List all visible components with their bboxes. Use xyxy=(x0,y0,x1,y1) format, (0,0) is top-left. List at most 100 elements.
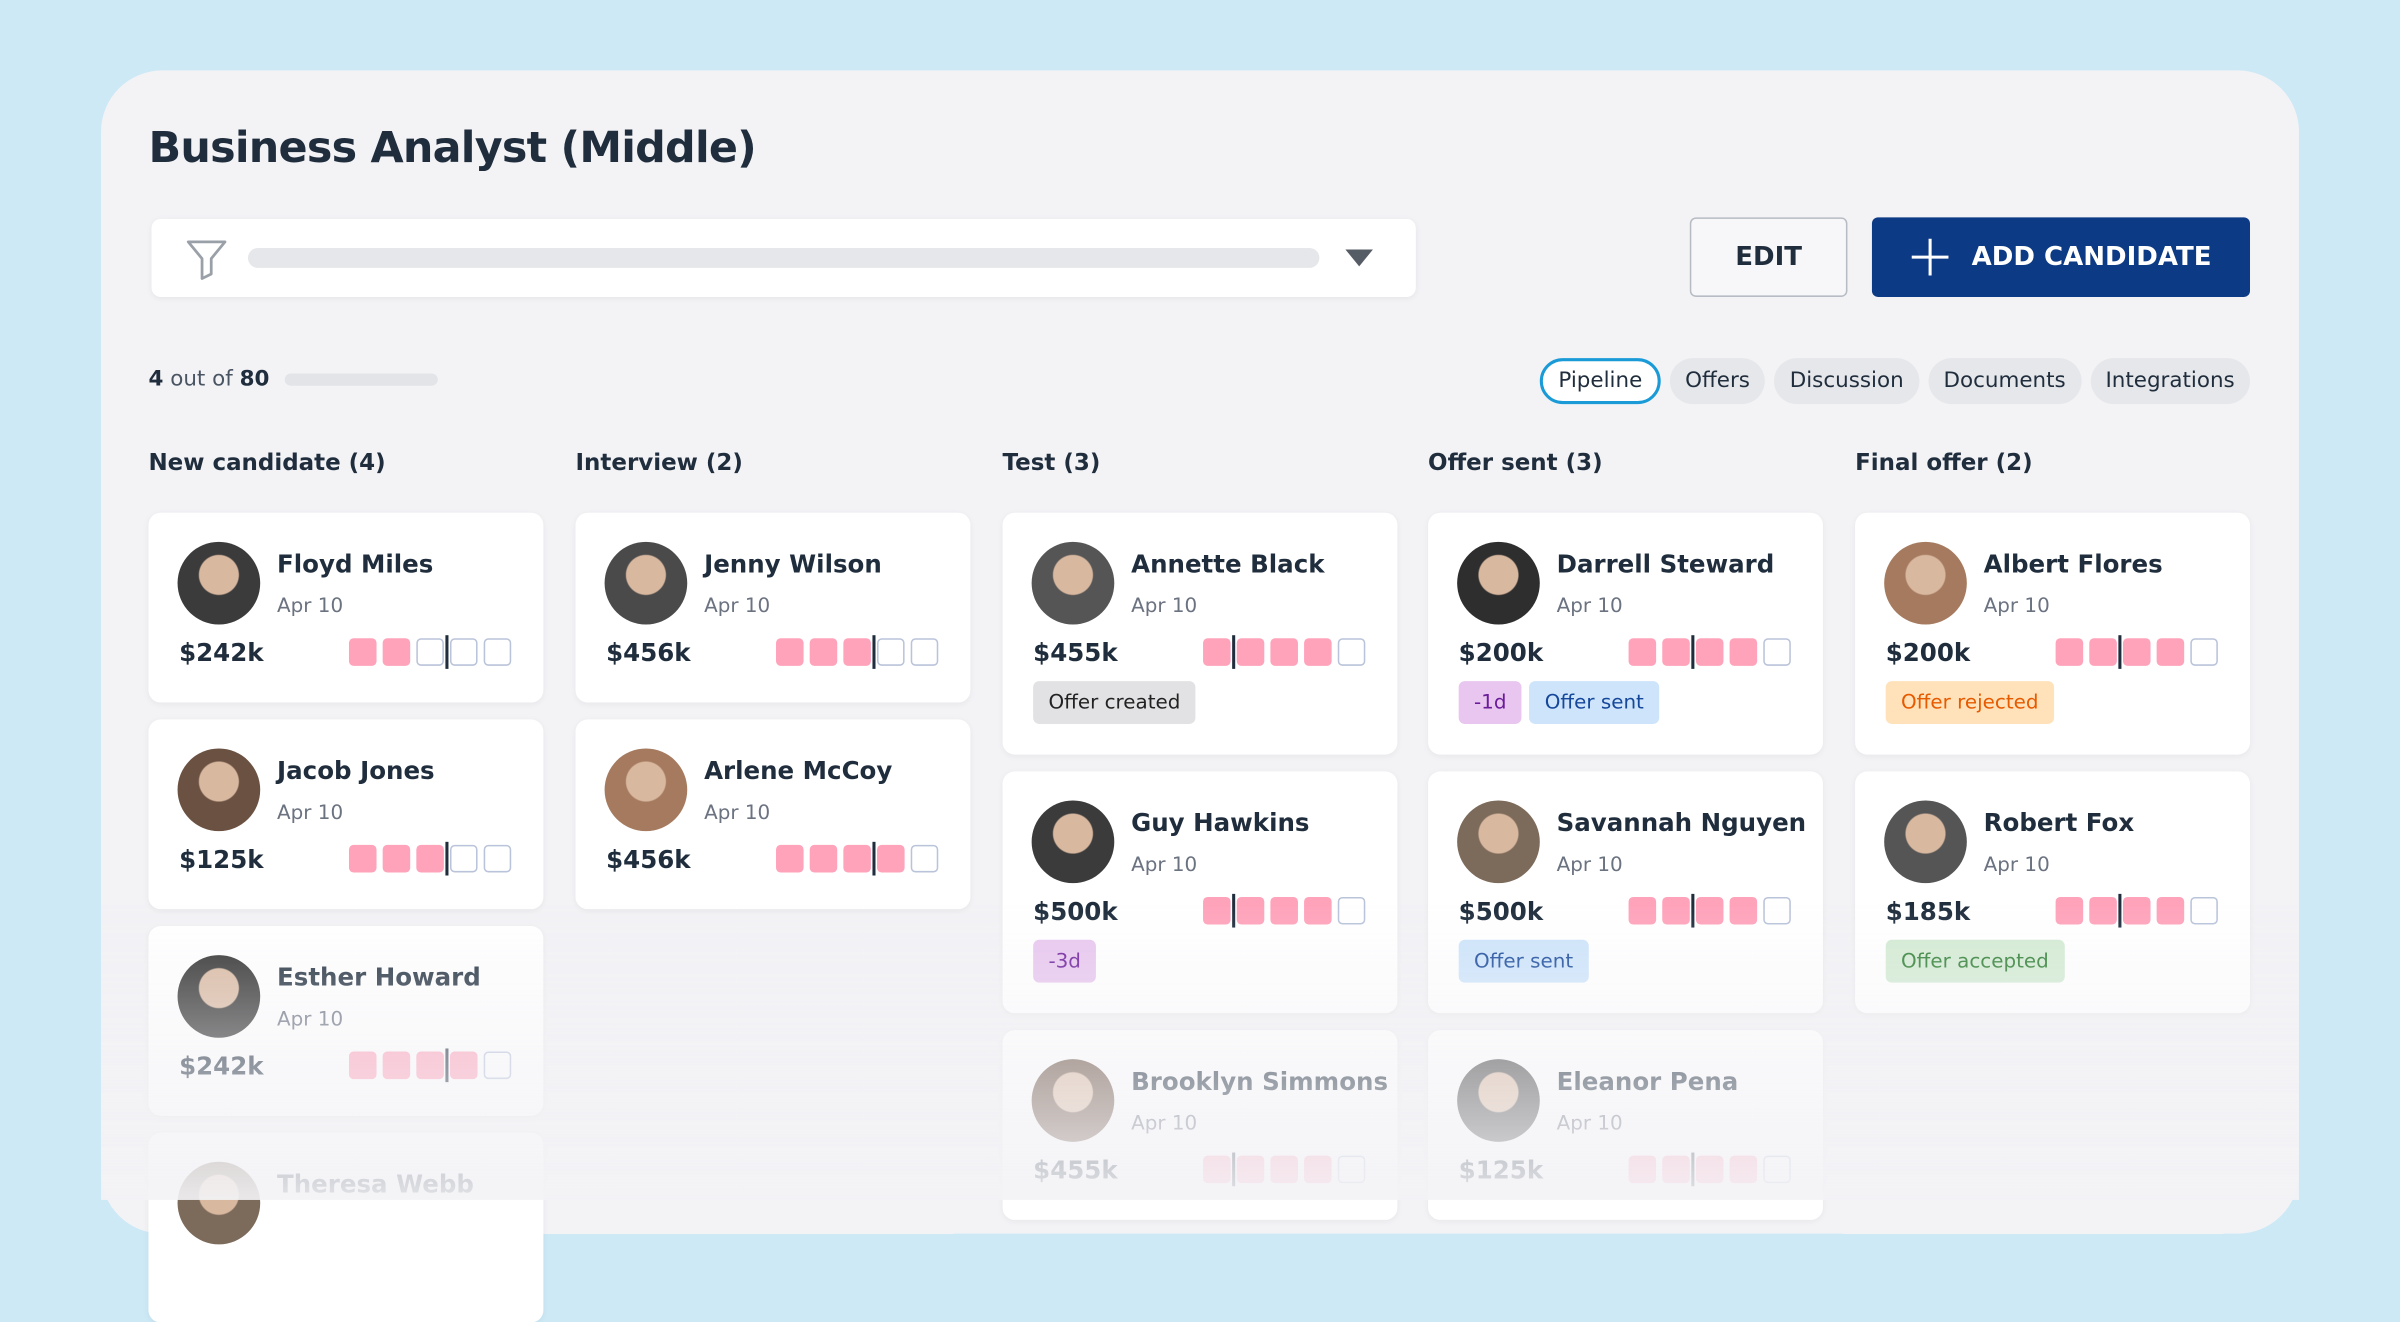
progress-step xyxy=(1270,638,1298,666)
avatar xyxy=(177,541,261,625)
candidate-card[interactable]: Guy Hawkins Apr 10 $500k -3d xyxy=(1002,771,1398,1014)
progress-step xyxy=(2055,896,2084,925)
tag: Offer created xyxy=(1033,681,1196,724)
progress-step xyxy=(1304,1155,1332,1184)
tags: -3d xyxy=(1033,939,1097,983)
progress-step xyxy=(843,638,871,666)
avatar xyxy=(1457,800,1540,884)
progress-step xyxy=(348,844,377,873)
stage: Business Analyst (Middle) EDIT ADD CANDI… xyxy=(101,70,2299,1322)
tab[interactable]: Offers xyxy=(1669,358,1766,405)
page-title: Business Analyst (Middle) xyxy=(148,122,757,173)
candidate-card[interactable]: Albert Flores Apr 10 $200k Offer rejected xyxy=(1855,512,2250,755)
progress-step xyxy=(1236,638,1265,666)
avatar xyxy=(177,955,261,1038)
stage-marker xyxy=(445,1048,449,1083)
avatar xyxy=(1457,541,1540,625)
progress-step xyxy=(877,844,905,873)
salary: $125k xyxy=(1458,1155,1544,1185)
date: Apr 10 xyxy=(1556,595,1623,619)
tab[interactable]: Discussion xyxy=(1774,358,1919,405)
candidate-card[interactable]: Esther Howard Apr 10 $242k xyxy=(148,926,544,1116)
candidate-card[interactable]: Darrell Steward Apr 10 $200k -1d Offer sent xyxy=(1428,512,1823,755)
candidate-card[interactable]: Savannah Nguyen Apr 10 $500k Offer sent xyxy=(1428,771,1823,1014)
progress-step xyxy=(1304,638,1332,666)
avatar xyxy=(1884,541,1967,625)
filter-icon xyxy=(186,240,227,280)
stage-marker xyxy=(1691,893,1695,928)
add-candidate-button[interactable]: ADD CANDIDATE xyxy=(1871,217,2250,297)
progress-step xyxy=(910,844,939,873)
candidate-name: Jenny Wilson xyxy=(704,549,882,579)
progress-step xyxy=(2089,638,2117,666)
candidate-name: Brooklyn Simmons xyxy=(1131,1066,1389,1096)
plus-icon xyxy=(1911,238,1949,276)
edit-button[interactable]: EDIT xyxy=(1689,217,1848,297)
progress-step xyxy=(1203,896,1231,925)
progress-step xyxy=(1203,1155,1231,1184)
candidate-card[interactable]: Eleanor Pena Apr 10 $125k xyxy=(1428,1030,1823,1220)
candidate-name: Theresa Webb xyxy=(277,1169,474,1199)
filter-placeholder xyxy=(247,247,1320,268)
tags: Offer sent xyxy=(1458,939,1589,983)
progress-step xyxy=(382,1051,411,1080)
candidate-name: Annette Black xyxy=(1131,549,1325,579)
salary: $455k xyxy=(1033,1155,1118,1185)
progress-step xyxy=(1236,1155,1265,1184)
salary: $500k xyxy=(1458,896,1544,927)
tags: -1d Offer sent xyxy=(1458,681,1660,724)
count-shown: 4 xyxy=(148,367,164,392)
progress-step xyxy=(416,844,444,873)
progress-step xyxy=(483,638,512,666)
tag: -1d xyxy=(1458,681,1522,724)
column-title: Final offer (2) xyxy=(1855,448,2033,477)
progress-step xyxy=(1662,638,1690,666)
progress-step xyxy=(1695,896,1724,925)
progress-step xyxy=(382,638,411,666)
stage-marker xyxy=(2118,893,2122,928)
tags: Offer accepted xyxy=(1885,939,2065,983)
filter-bar[interactable] xyxy=(151,218,1416,297)
candidate-card[interactable]: Floyd Miles Apr 10 $242k xyxy=(148,512,544,703)
candidate-card[interactable]: Annette Black Apr 10 $455k Offer created xyxy=(1002,512,1398,755)
candidate-card[interactable]: Brooklyn Simmons Apr 10 $455k xyxy=(1002,1030,1398,1220)
date: Apr 10 xyxy=(1556,854,1623,878)
avatar xyxy=(1457,1059,1540,1142)
progress-step xyxy=(1729,1155,1758,1184)
progress-step xyxy=(1695,638,1724,666)
candidate-name: Darrell Steward xyxy=(1556,549,1775,579)
progress-step xyxy=(1729,896,1758,925)
date: Apr 10 xyxy=(704,595,771,619)
date: Apr 10 xyxy=(1131,595,1198,619)
tab[interactable]: Pipeline xyxy=(1540,358,1661,405)
progress-step xyxy=(1337,638,1366,666)
progress-step xyxy=(1662,1155,1690,1184)
candidate-card[interactable]: Arlene McCoy Apr 10 $456k xyxy=(575,719,971,910)
progress-step xyxy=(382,844,411,873)
tab[interactable]: Documents xyxy=(1928,358,2081,405)
progress-step xyxy=(1203,638,1231,666)
column-title: New candidate (4) xyxy=(148,448,386,477)
stage-marker xyxy=(1232,1152,1236,1187)
dropdown-arrow xyxy=(1345,249,1373,267)
progress-step xyxy=(449,844,478,873)
progress-step xyxy=(1304,896,1332,925)
candidate-card[interactable]: Robert Fox Apr 10 $185k Offer accepted xyxy=(1855,771,2250,1014)
column-title: Interview (2) xyxy=(575,448,743,477)
column-title: Offer sent (3) xyxy=(1428,448,1603,477)
candidate-name: Robert Fox xyxy=(1983,808,2135,838)
candidate-card[interactable]: Jenny Wilson Apr 10 $456k xyxy=(575,512,971,703)
progress-step xyxy=(1763,1155,1791,1184)
progress-step xyxy=(348,1051,377,1080)
date: Apr 10 xyxy=(1556,1112,1623,1136)
tag: Offer rejected xyxy=(1885,681,2054,724)
candidate-card[interactable]: Jacob Jones Apr 10 $125k xyxy=(148,719,544,910)
progress-step xyxy=(348,638,377,666)
stage-marker xyxy=(872,635,876,669)
tab[interactable]: Integrations xyxy=(2090,358,2250,405)
candidate-card[interactable]: Theresa Webb xyxy=(148,1132,544,1322)
progress-step xyxy=(1695,1155,1724,1184)
candidate-name: Jacob Jones xyxy=(277,756,435,786)
progress-step xyxy=(776,638,804,666)
progress-step xyxy=(1763,638,1791,666)
